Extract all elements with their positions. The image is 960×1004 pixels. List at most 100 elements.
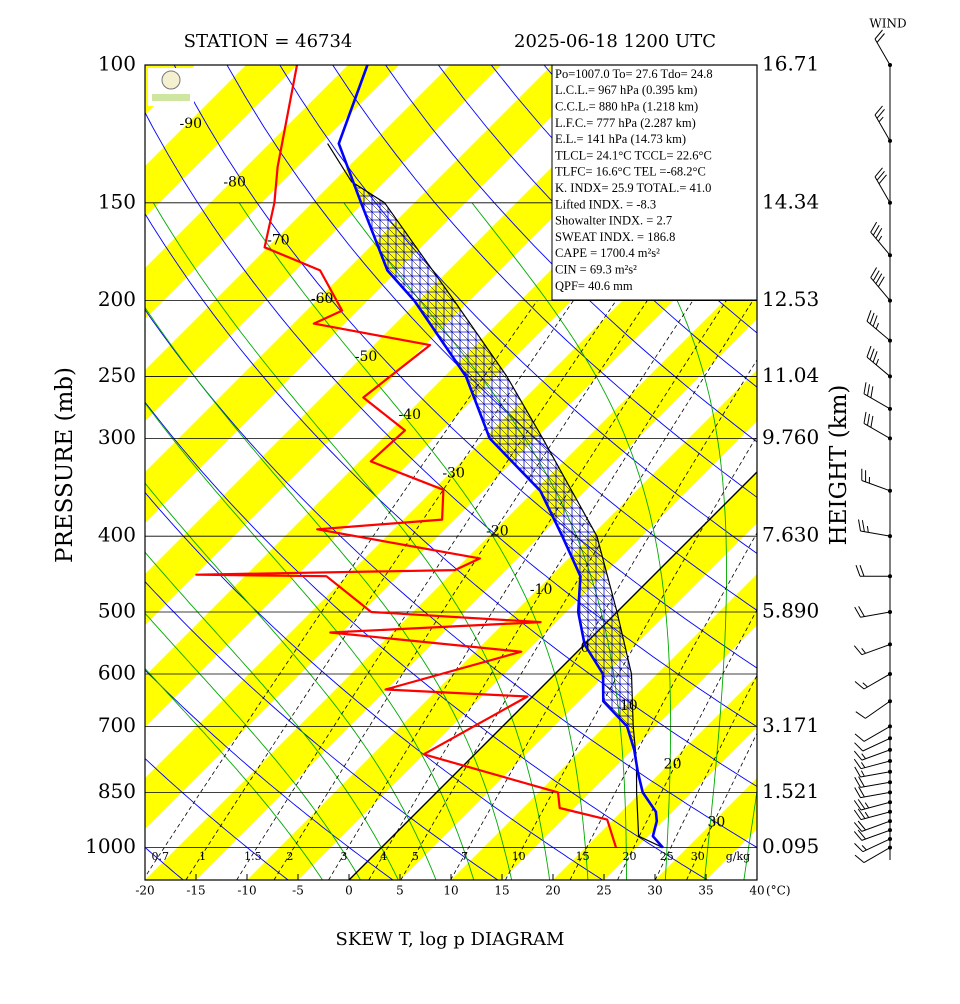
- isotherm-label: 0: [581, 640, 590, 656]
- info-line: TLCL= 24.1°C TCCL= 22.6°C: [555, 148, 712, 162]
- isotherm-label: -40: [399, 407, 422, 423]
- wind-level-dot: [888, 736, 892, 740]
- height-label: 3.171: [762, 713, 819, 737]
- mixing-ratio-label: 0.7: [151, 850, 169, 863]
- mixing-ratio-label: 7: [461, 850, 468, 863]
- time-title: 2025-06-18 1200 UTC: [514, 31, 716, 52]
- isotherm-label: -10: [530, 582, 553, 598]
- wind-level-dot: [888, 846, 892, 850]
- height-label: 5.890: [762, 599, 819, 623]
- wind-level-dot: [888, 253, 892, 257]
- isotherm-label: -90: [180, 116, 203, 132]
- height-label: 16.71: [762, 52, 819, 76]
- wind-level-dot: [888, 800, 892, 804]
- x-tick-label: 5: [396, 884, 404, 898]
- mixing-ratio-label: 30: [691, 850, 705, 863]
- y-tick-label: 1000: [85, 834, 136, 858]
- wind-level-dot: [888, 610, 892, 614]
- wind-level-dot: [888, 837, 892, 841]
- y-tick-label: 250: [98, 363, 136, 387]
- x-axis-unit: (°C): [766, 884, 791, 898]
- wind-level-dot: [888, 828, 892, 832]
- x-tick-label: 20: [545, 884, 560, 898]
- isotherm-label: -80: [223, 174, 246, 190]
- y-tick-label: 300: [98, 425, 136, 449]
- wind-level-dot: [888, 699, 892, 703]
- y-tick-label: 150: [98, 189, 136, 213]
- logo-text: [152, 94, 190, 101]
- mixing-ratio-label: 2: [286, 850, 293, 863]
- wind-level-dot: [888, 574, 892, 578]
- height-label: 0.095: [762, 834, 819, 858]
- logo-emblem: [162, 71, 180, 89]
- y-axis-label: PRESSURE (mb): [52, 367, 78, 563]
- isotherm-label: -70: [267, 233, 290, 249]
- wind-level-dot: [888, 724, 892, 728]
- footer-title: SKEW T, log p DIAGRAM: [336, 929, 565, 950]
- height-label: 1.521: [762, 779, 819, 803]
- mixing-ratio-label: 15: [576, 850, 590, 863]
- info-line: L.F.C.= 777 hPa (2.287 km): [555, 116, 696, 130]
- x-tick-label: 40: [749, 884, 764, 898]
- mixing-ratio-label: 25: [660, 850, 674, 863]
- x-tick-label: -15: [186, 884, 205, 898]
- wind-level-dot: [888, 819, 892, 823]
- isotherm-label: -30: [442, 465, 465, 481]
- wind-level-dot: [888, 642, 892, 646]
- info-line: QPF= 40.6 mm: [555, 279, 633, 293]
- wind-level-dot: [888, 201, 892, 205]
- info-line: TLFC= 16.6°C TEL =-68.2°C: [555, 165, 706, 179]
- y-tick-label: 200: [98, 287, 136, 311]
- y-tick-label: 700: [98, 713, 136, 737]
- isotherm-label: -20: [486, 524, 509, 540]
- info-line: Showalter INDX. = 2.7: [555, 214, 672, 228]
- y-tick-label: 600: [98, 660, 136, 684]
- wind-level-dot: [888, 436, 892, 440]
- wind-level-dot: [888, 780, 892, 784]
- station-title: STATION = 46734: [184, 31, 353, 52]
- x-tick-label: 30: [647, 884, 662, 898]
- height-label: 7.630: [762, 523, 819, 547]
- wind-level-dot: [888, 139, 892, 143]
- wind-level-dot: [888, 672, 892, 676]
- x-tick-label: -10: [237, 884, 256, 898]
- height-label: 14.34: [762, 189, 819, 213]
- wind-level-dot: [888, 299, 892, 303]
- wind-level-dot: [888, 790, 892, 794]
- y-tick-label: 100: [98, 52, 136, 76]
- info-line: CIN = 69.3 m²s²: [555, 262, 637, 276]
- logo: [148, 68, 194, 106]
- x-tick-label: 35: [698, 884, 713, 898]
- info-line: L.C.L.= 967 hPa (0.395 km): [555, 83, 697, 97]
- info-line: SWEAT INDX. = 186.8: [555, 230, 675, 244]
- isotherm-label: 20: [664, 756, 682, 772]
- mixing-ratio-label: 10: [512, 850, 526, 863]
- x-tick-label: 10: [443, 884, 458, 898]
- info-line: K. INDX= 25.9 TOTAL.= 41.0: [555, 181, 711, 195]
- wind-level-dot: [888, 63, 892, 67]
- x-tick-label: 0: [345, 884, 353, 898]
- wind-level-dot: [888, 407, 892, 411]
- height-label: 9.760: [762, 425, 819, 449]
- wind-level-dot: [888, 748, 892, 752]
- height-label: 11.04: [762, 363, 819, 387]
- wind-level-dot: [888, 810, 892, 814]
- isotherm-label: -60: [311, 291, 334, 307]
- mixing-ratio-label: 4: [380, 850, 387, 863]
- isotherm-label: 10: [620, 698, 638, 714]
- info-line: Lifted INDX. = -8.3: [555, 197, 656, 211]
- x-tick-label: -20: [135, 884, 154, 898]
- info-line: C.C.L.= 880 hPa (1.218 km): [555, 99, 698, 113]
- x-tick-label: 15: [494, 884, 509, 898]
- isotherm-label: -50: [355, 349, 378, 365]
- y-tick-label: 400: [98, 523, 136, 547]
- info-line: E.L.= 141 hPa (14.73 km): [555, 132, 686, 146]
- wind-title: WIND: [869, 17, 906, 31]
- info-line: CAPE = 1700.4 m²s²: [555, 246, 660, 260]
- mixing-ratio-label: 1: [199, 850, 206, 863]
- x-tick-label: -5: [292, 884, 304, 898]
- mixing-ratio-label: 3: [340, 850, 347, 863]
- mixing-ratio-label: 1.5: [244, 850, 262, 863]
- wind-level-dot: [888, 759, 892, 763]
